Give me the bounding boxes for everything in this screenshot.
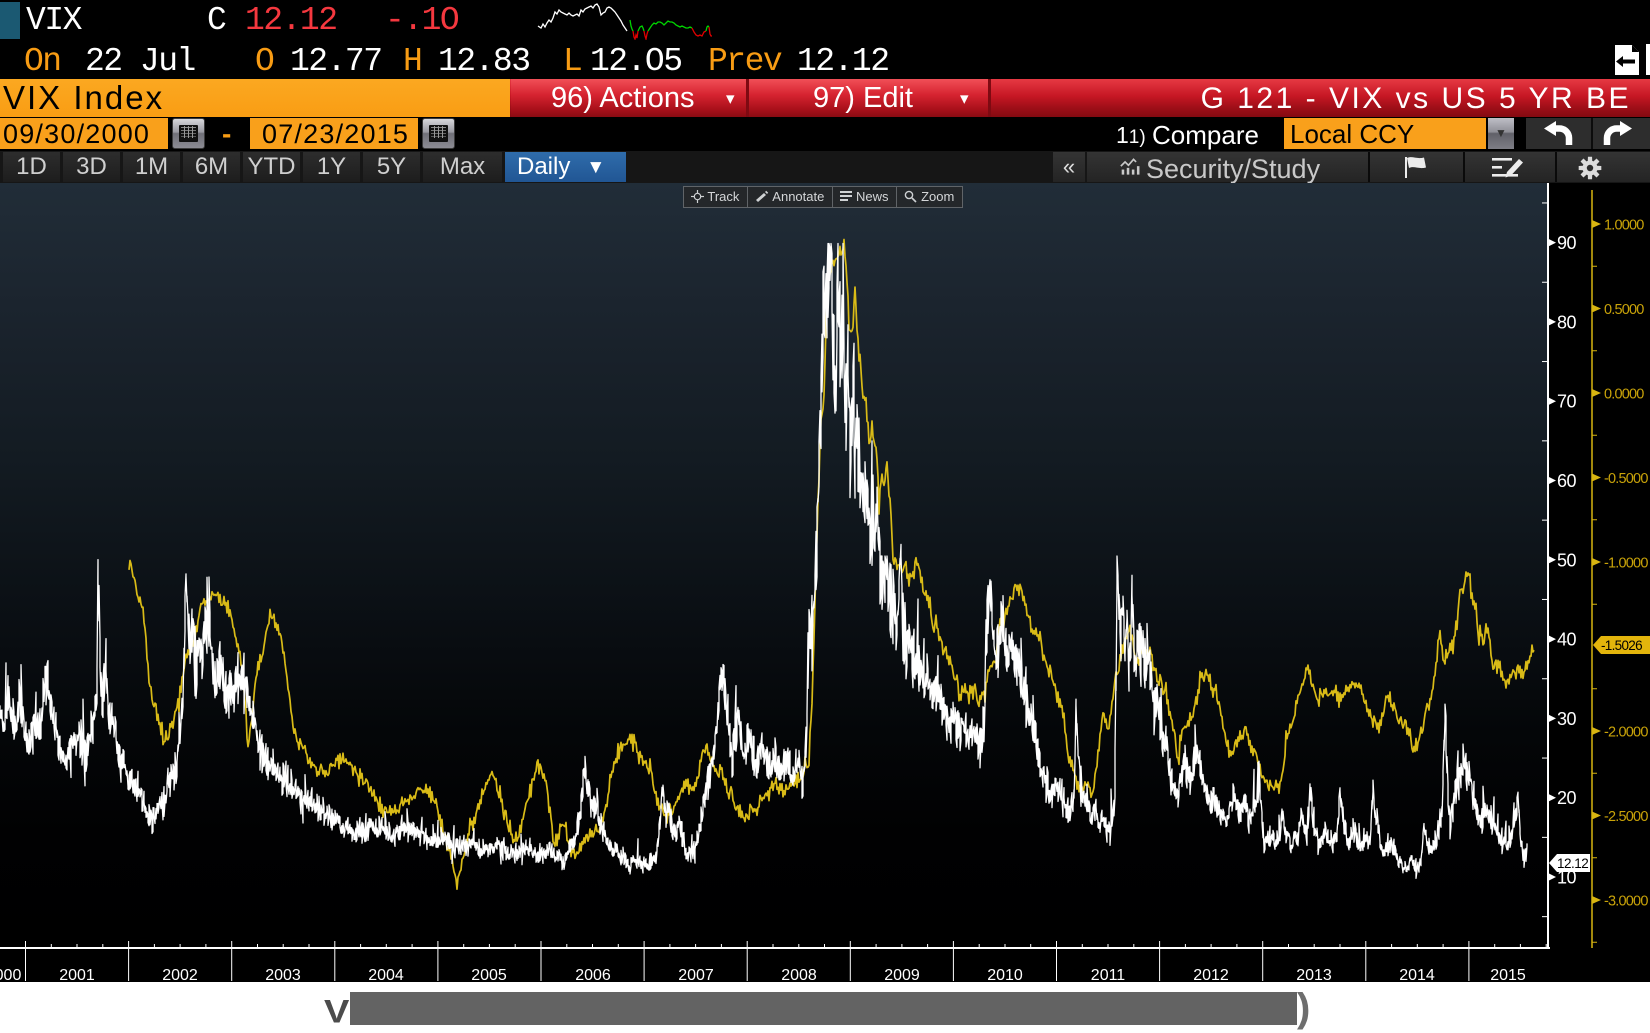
svg-text:-2.5000: -2.5000 — [1604, 809, 1648, 825]
svg-text:2003: 2003 — [265, 967, 301, 982]
svg-text:2009: 2009 — [884, 967, 920, 982]
svg-text:000: 000 — [0, 967, 21, 982]
svg-text:-2.0000: -2.0000 — [1604, 725, 1648, 741]
svg-text:30: 30 — [1557, 709, 1577, 729]
svg-text:50: 50 — [1557, 550, 1577, 570]
svg-text:-3.0000: -3.0000 — [1604, 894, 1648, 910]
svg-text:90: 90 — [1557, 233, 1577, 253]
svg-text:2005: 2005 — [471, 967, 507, 982]
svg-text:2002: 2002 — [162, 967, 198, 982]
svg-text:2010: 2010 — [987, 967, 1023, 982]
svg-text:2001: 2001 — [59, 967, 95, 982]
svg-text:2011: 2011 — [1091, 967, 1126, 982]
svg-text:60: 60 — [1557, 471, 1577, 491]
svg-text:0.0000: 0.0000 — [1604, 387, 1644, 403]
svg-text:2006: 2006 — [575, 967, 611, 982]
svg-text:-0.5000: -0.5000 — [1604, 471, 1648, 487]
svg-text:0.5000: 0.5000 — [1604, 302, 1644, 318]
svg-text:80: 80 — [1557, 312, 1577, 332]
svg-text:10: 10 — [1557, 868, 1577, 888]
svg-text:2015: 2015 — [1490, 967, 1526, 982]
svg-text:2004: 2004 — [368, 967, 404, 982]
svg-text:2012: 2012 — [1193, 967, 1229, 982]
svg-text:20: 20 — [1557, 788, 1577, 808]
svg-text:2013: 2013 — [1296, 967, 1332, 982]
svg-text:2007: 2007 — [678, 967, 714, 982]
svg-text:2008: 2008 — [781, 967, 817, 982]
svg-text:-1.0000: -1.0000 — [1604, 556, 1648, 572]
svg-text:1.0000: 1.0000 — [1604, 218, 1644, 234]
svg-text:70: 70 — [1557, 392, 1577, 412]
svg-text:2014: 2014 — [1399, 967, 1435, 982]
svg-text:-1.5026: -1.5026 — [1601, 638, 1642, 653]
svg-text:12.12: 12.12 — [1557, 856, 1588, 871]
svg-text:40: 40 — [1557, 630, 1577, 650]
